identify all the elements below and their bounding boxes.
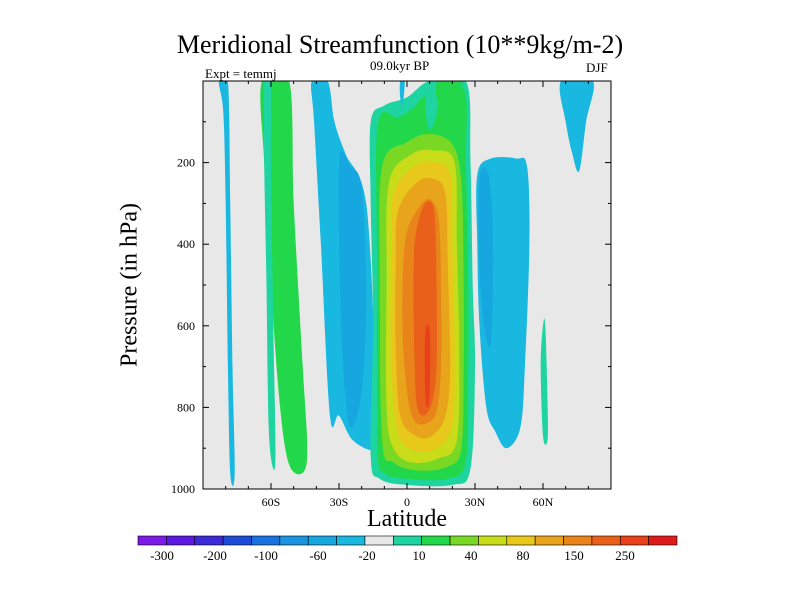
- contour-pos-nh-upper: [425, 81, 440, 131]
- x-tick-label: 60S: [262, 495, 281, 509]
- colorbar-swatch: [336, 535, 366, 546]
- colorbar-swatch: [137, 535, 167, 546]
- colorbar-swatch: [251, 535, 281, 546]
- colorbar-label: -300: [150, 548, 174, 563]
- contour-neg-cell-30s-inner: [338, 150, 367, 428]
- contour-pos-hadley-max: [424, 324, 431, 408]
- x-axis-label: Latitude: [367, 506, 447, 532]
- colorbar-label: 10: [413, 548, 426, 563]
- contour-pos-hadley-300: [413, 200, 437, 416]
- colorbar-swatch: [307, 535, 337, 546]
- colorbar-swatch: [619, 535, 649, 546]
- colorbar-swatch: [194, 535, 224, 546]
- colorbar-swatch: [648, 535, 678, 546]
- colorbar-swatch: [478, 535, 508, 546]
- right-string: DJF: [586, 60, 608, 75]
- colorbar-label: -100: [254, 548, 278, 563]
- x-tick-label: 60N: [533, 495, 554, 509]
- colorbar-swatch: [591, 535, 621, 546]
- colorbar-label: 80: [517, 548, 530, 563]
- colorbar: -300 -200 -100 -60 -20 10 40 80 150 250: [137, 535, 678, 563]
- colorbar-label: -60: [309, 548, 326, 563]
- colorbar-swatch: [279, 535, 309, 546]
- contour-pos-cell-60s-outer: [260, 81, 308, 475]
- y-tick-label: 1000: [171, 482, 195, 496]
- contour-neg-cell-75n: [559, 81, 594, 172]
- y-tick-label: 600: [177, 319, 195, 333]
- contour-neg-top-5s: [399, 81, 405, 107]
- colorbar-swatch: [393, 535, 422, 546]
- left-string: Expt = temmj: [205, 66, 277, 81]
- contour-neg-cell-80s: [218, 81, 235, 486]
- x-tick-label: 30N: [465, 495, 486, 509]
- colorbar-label: 40: [465, 548, 478, 563]
- contour-pos-nh-thin: [435, 81, 463, 106]
- colorbar-swatch: [534, 535, 564, 546]
- y-tick-label: 800: [177, 400, 195, 414]
- colorbar-label: 250: [615, 548, 635, 563]
- colorbar-label: 150: [564, 548, 584, 563]
- contour-pos-cell-60n-thin: [540, 318, 548, 445]
- x-tick-label: 0: [404, 495, 410, 509]
- center-string: 09.0kyr BP: [370, 58, 430, 73]
- axes: 60S 30S 0 30N 60N 200 400 600 800 1000: [171, 81, 612, 509]
- colorbar-swatch: [563, 535, 593, 546]
- colorbar-swatch: [166, 535, 196, 546]
- colorbar-swatch: [449, 535, 479, 546]
- y-tick-label: 200: [177, 156, 195, 170]
- colorbar-swatch: [506, 535, 536, 546]
- colorbar-swatch: [421, 535, 451, 546]
- contour-neg-cell-45n-inner: [478, 167, 494, 348]
- colorbar-swatch: [222, 535, 252, 546]
- x-tick-label: 30S: [330, 495, 349, 509]
- colorbar-label: -20: [358, 548, 375, 563]
- colorbar-swatch: [364, 535, 394, 546]
- colorbar-label: -200: [203, 548, 227, 563]
- y-tick-label: 400: [177, 237, 195, 251]
- contour-layer: [218, 81, 594, 487]
- contour-pos-cell-60s-inner: [263, 81, 276, 471]
- chart-title: Meridional Streamfunction (10**9kg/m-2): [176, 30, 624, 59]
